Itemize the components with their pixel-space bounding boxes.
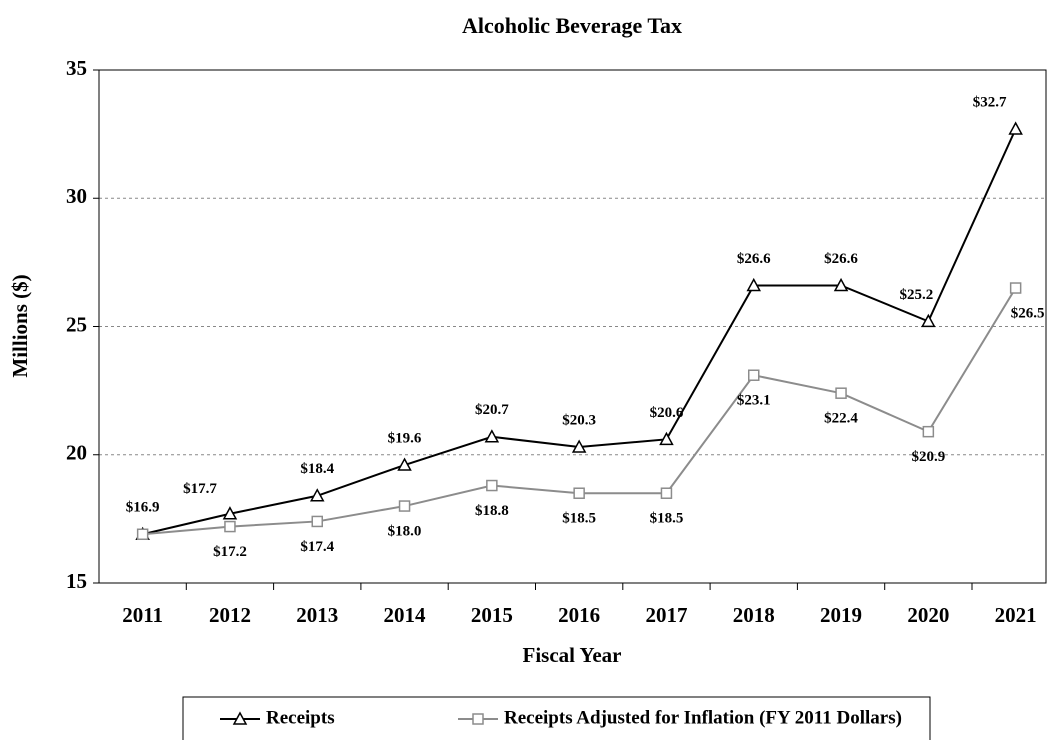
y-tick-label: 20 [66,441,87,465]
data-label: $18.5 [650,511,684,527]
marker [921,313,936,328]
data-label: $17.7 [183,481,217,497]
data-label: $18.4 [300,461,334,477]
data-label: $32.7 [973,94,1007,110]
line-series [142,128,1017,536]
data-label: $17.2 [213,544,247,560]
x-tick-label: 2011 [122,603,163,627]
marker [398,500,411,512]
marker [311,515,323,528]
y-axis-title: Millions ($) [8,274,32,377]
marker [748,369,760,381]
data-label: $26.5 [1011,305,1045,321]
marker [659,431,674,446]
x-tick-label: 2020 [907,603,949,627]
marker [660,487,673,499]
data-label: $26.6 [824,251,858,267]
marker [232,711,248,725]
data-label: $20.7 [475,402,509,418]
plot-frame [98,69,1047,584]
legend-label: Receipts [266,707,335,728]
data-label: $16.9 [126,500,160,516]
marker [136,528,149,541]
marker [573,487,585,499]
marker [472,713,484,725]
data-label: $25.2 [899,287,933,303]
x-axis-title: Fiscal Year [523,643,622,667]
x-tick-label: 2015 [471,603,513,627]
x-tick-label: 2013 [296,603,338,627]
x-tick-label: 2014 [384,603,427,627]
data-label: $18.8 [475,503,509,519]
data-label: $22.4 [824,411,858,427]
x-tick-label: 2016 [558,603,600,627]
y-tick-label: 15 [66,569,87,593]
marker [922,425,935,438]
data-label: $18.5 [562,511,596,527]
marker [484,429,500,443]
data-label: $26.6 [737,251,771,267]
x-tick-label: 2017 [645,603,687,627]
data-label: $20.9 [911,449,945,465]
data-label: $20.3 [562,412,596,428]
marker [224,520,236,533]
x-tick-label: 2021 [995,603,1037,627]
marker [835,387,847,399]
marker [1009,282,1022,294]
legend-label: Receipts Adjusted for Inflation (FY 2011… [504,707,902,728]
marker [1008,121,1023,135]
x-tick-label: 2012 [209,603,251,627]
marker [833,277,849,292]
marker [309,488,325,502]
data-label: $18.0 [388,523,422,539]
data-label: $23.1 [737,393,771,409]
y-tick-label: 35 [66,56,87,80]
x-tick-label: 2019 [820,603,862,627]
chart-title: Alcoholic Beverage Tax [462,13,682,38]
y-tick-label: 30 [66,184,87,208]
marker [746,277,762,292]
marker [571,439,587,453]
marker [222,506,238,520]
marker [397,457,412,471]
y-tick-label: 25 [66,312,87,336]
data-label: $20.6 [650,405,684,421]
legend-box [182,696,931,740]
data-label: $19.6 [388,430,422,446]
data-label: $17.4 [300,539,334,555]
marker [486,479,498,492]
x-tick-label: 2018 [733,603,775,627]
